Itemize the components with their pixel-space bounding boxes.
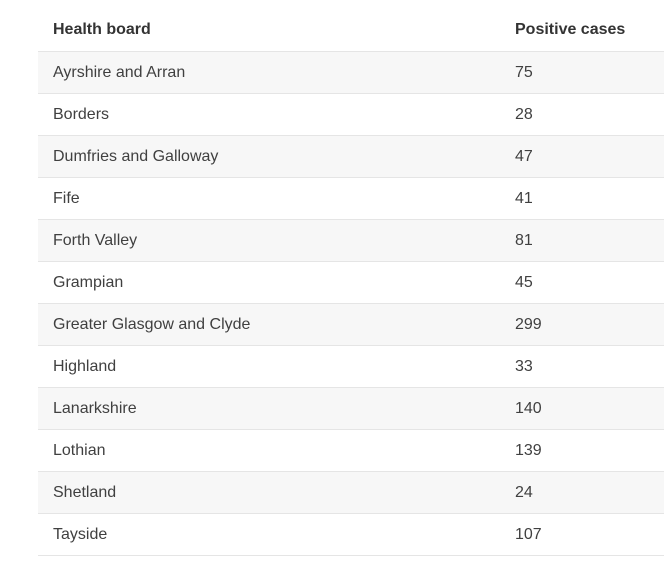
cell-positive-cases: 33 [500,345,664,388]
table-row: Greater Glasgow and Clyde 299 [38,303,664,346]
cell-health-board: Tayside [38,513,500,556]
cell-health-board: Highland [38,345,500,388]
cell-health-board: Forth Valley [38,219,500,262]
cell-health-board: Dumfries and Galloway [38,135,500,178]
table-row: Lanarkshire 140 [38,387,664,430]
table-row: Lothian 139 [38,429,664,472]
cell-positive-cases: 28 [500,93,664,136]
cases-table: Health board Positive cases Ayrshire and… [38,9,664,556]
cell-health-board: Greater Glasgow and Clyde [38,303,500,346]
table-header-row: Health board Positive cases [38,9,664,52]
cell-health-board: Shetland [38,471,500,514]
cell-positive-cases: 139 [500,429,664,472]
table-row: Tayside 107 [38,513,664,556]
cell-positive-cases: 81 [500,219,664,262]
cell-positive-cases: 75 [500,51,664,94]
table-row: Grampian 45 [38,261,664,304]
header-health-board: Health board [38,9,500,52]
cases-table-container: Health board Positive cases Ayrshire and… [38,9,664,556]
table-row: Highland 33 [38,345,664,388]
cell-health-board: Grampian [38,261,500,304]
cell-positive-cases: 140 [500,387,664,430]
cell-positive-cases: 24 [500,471,664,514]
cell-health-board: Borders [38,93,500,136]
table-row: Borders 28 [38,93,664,136]
cell-positive-cases: 45 [500,261,664,304]
cell-health-board: Fife [38,177,500,220]
header-positive-cases: Positive cases [500,9,664,52]
cell-positive-cases: 299 [500,303,664,346]
table-row: Dumfries and Galloway 47 [38,135,664,178]
table-row: Shetland 24 [38,471,664,514]
cell-health-board: Lothian [38,429,500,472]
table-row: Fife 41 [38,177,664,220]
cell-health-board: Lanarkshire [38,387,500,430]
table-row: Ayrshire and Arran 75 [38,51,664,94]
cell-positive-cases: 107 [500,513,664,556]
cell-positive-cases: 41 [500,177,664,220]
cell-positive-cases: 47 [500,135,664,178]
table-row: Forth Valley 81 [38,219,664,262]
cell-health-board: Ayrshire and Arran [38,51,500,94]
